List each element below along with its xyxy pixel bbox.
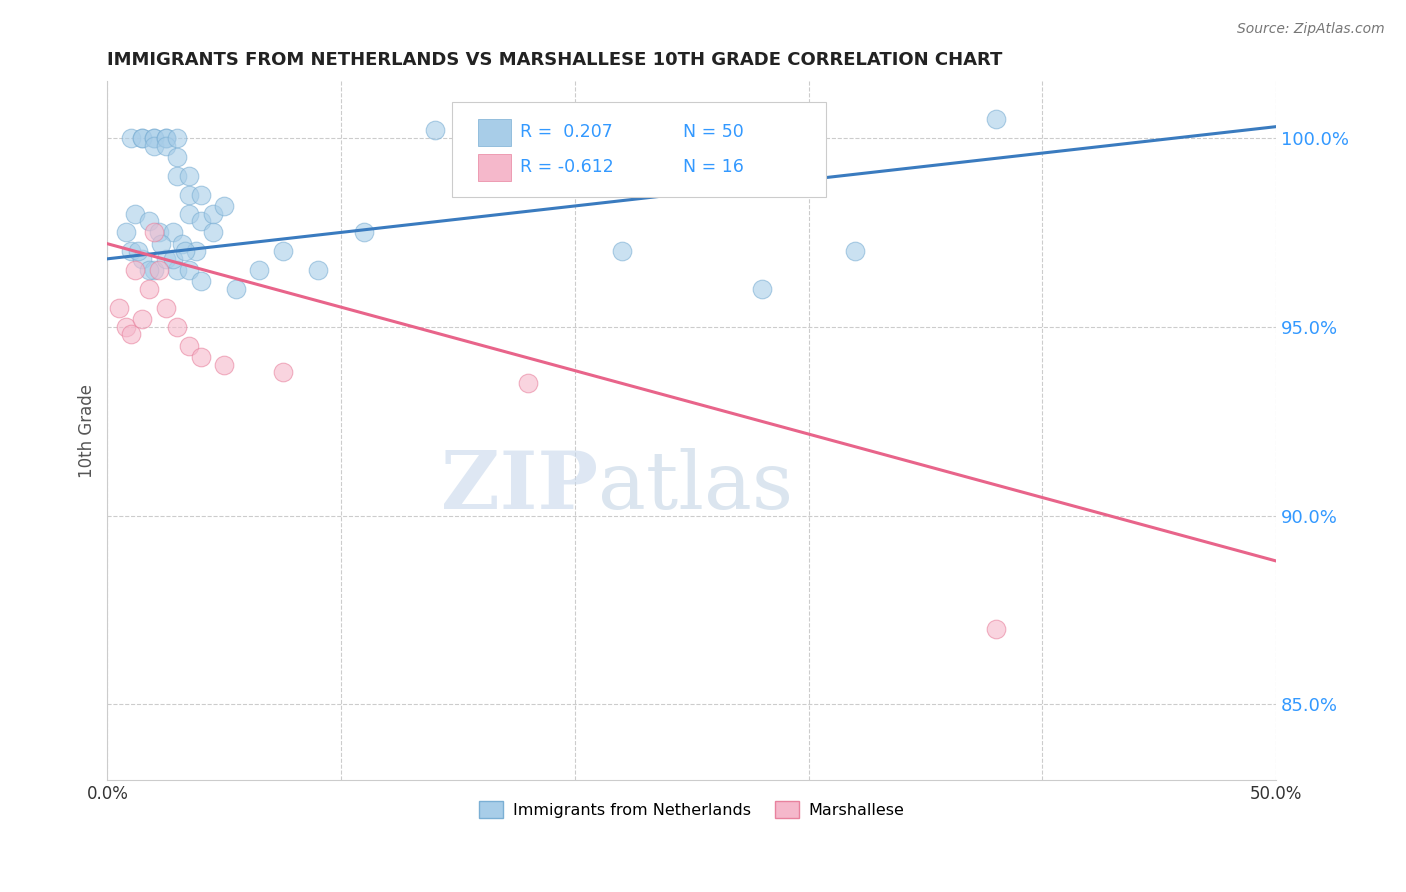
Point	[307, 263, 329, 277]
Point	[172, 236, 194, 251]
Point	[247, 263, 270, 277]
Point	[166, 150, 188, 164]
Point	[155, 252, 177, 266]
Point	[190, 350, 212, 364]
Point	[353, 226, 375, 240]
Point	[984, 112, 1007, 127]
Point	[179, 206, 201, 220]
Point	[143, 131, 166, 145]
Point	[984, 622, 1007, 636]
FancyBboxPatch shape	[478, 119, 510, 145]
FancyBboxPatch shape	[453, 103, 827, 196]
Point	[115, 319, 138, 334]
Point	[108, 301, 131, 315]
Point	[610, 244, 633, 259]
Point	[131, 131, 153, 145]
Point	[124, 263, 146, 277]
Point	[138, 263, 160, 277]
Point	[124, 206, 146, 220]
Text: atlas: atlas	[598, 448, 793, 525]
Point	[271, 365, 294, 379]
Text: N = 50: N = 50	[683, 123, 744, 141]
Point	[138, 282, 160, 296]
Point	[179, 169, 201, 183]
Point	[143, 138, 166, 153]
Point	[148, 226, 170, 240]
Point	[131, 252, 153, 266]
Point	[155, 138, 177, 153]
Point	[166, 263, 188, 277]
Y-axis label: 10th Grade: 10th Grade	[79, 384, 96, 477]
Text: R = -0.612: R = -0.612	[520, 158, 613, 177]
Point	[517, 112, 540, 127]
Point	[143, 131, 166, 145]
Point	[190, 214, 212, 228]
Point	[423, 123, 446, 137]
Point	[201, 206, 224, 220]
Text: IMMIGRANTS FROM NETHERLANDS VS MARSHALLESE 10TH GRADE CORRELATION CHART: IMMIGRANTS FROM NETHERLANDS VS MARSHALLE…	[107, 51, 1002, 69]
Point	[212, 199, 235, 213]
Point	[173, 244, 195, 259]
Point	[131, 131, 153, 145]
Point	[162, 226, 184, 240]
Point	[186, 244, 208, 259]
Point	[120, 131, 142, 145]
Point	[179, 263, 201, 277]
Point	[162, 252, 184, 266]
Point	[120, 327, 142, 342]
Point	[751, 282, 773, 296]
Text: N = 16: N = 16	[683, 158, 744, 177]
Point	[143, 226, 166, 240]
Text: ZIP: ZIP	[441, 448, 598, 525]
Point	[179, 339, 201, 353]
Point	[155, 301, 177, 315]
Point	[120, 244, 142, 259]
Point	[201, 226, 224, 240]
Point	[179, 187, 201, 202]
Point	[127, 244, 149, 259]
Point	[143, 263, 166, 277]
Point	[212, 358, 235, 372]
Point	[148, 263, 170, 277]
Text: R =  0.207: R = 0.207	[520, 123, 613, 141]
Point	[155, 131, 177, 145]
Point	[271, 244, 294, 259]
Point	[225, 282, 247, 296]
Legend: Immigrants from Netherlands, Marshallese: Immigrants from Netherlands, Marshallese	[472, 795, 911, 824]
FancyBboxPatch shape	[478, 154, 510, 180]
Point	[190, 275, 212, 289]
Point	[166, 319, 188, 334]
Point	[115, 226, 138, 240]
Point	[517, 376, 540, 391]
Point	[166, 169, 188, 183]
Point	[166, 131, 188, 145]
Point	[150, 236, 173, 251]
Point	[155, 131, 177, 145]
Point	[190, 187, 212, 202]
Text: Source: ZipAtlas.com: Source: ZipAtlas.com	[1237, 22, 1385, 37]
Point	[138, 214, 160, 228]
Point	[131, 312, 153, 326]
Point	[844, 244, 866, 259]
